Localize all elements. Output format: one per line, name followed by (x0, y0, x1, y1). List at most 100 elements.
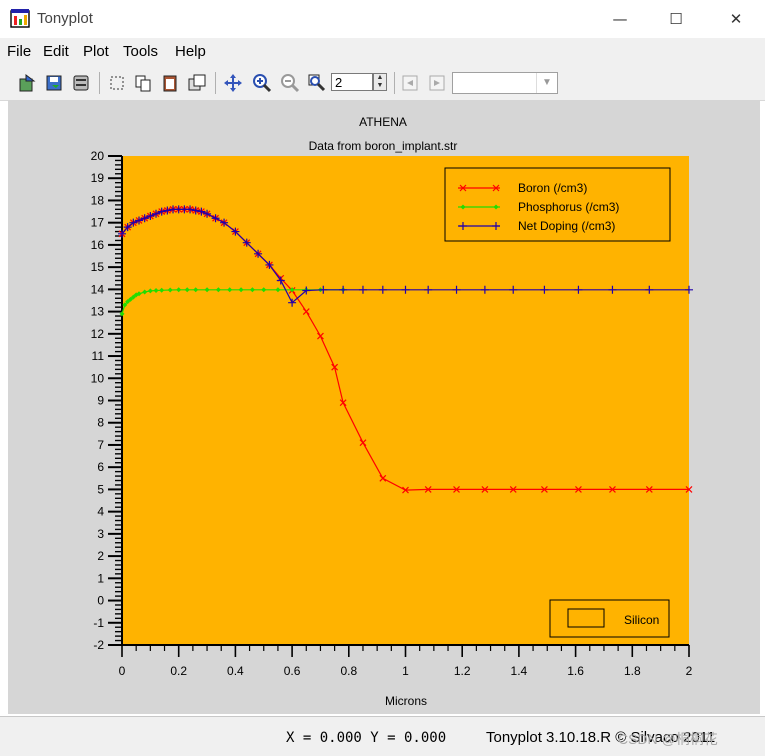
net-doping-point (157, 207, 166, 216)
paste-icon[interactable] (160, 73, 180, 93)
net-doping-point (211, 214, 220, 223)
net-doping-point (685, 285, 693, 294)
net-doping-point (220, 218, 229, 227)
phosphorus-point (153, 287, 159, 293)
toolbar-separator (99, 72, 100, 94)
net-doping-point (452, 285, 461, 294)
phosphorus-point (119, 311, 125, 317)
phosphorus-point (136, 291, 142, 297)
y-tick-label: 2 (97, 549, 104, 563)
boron-point (424, 485, 432, 493)
boron-point (540, 485, 548, 493)
net-doping-point (118, 229, 126, 238)
phosphorus-point (176, 287, 182, 293)
boron-point (685, 485, 693, 493)
phosphorus-point (142, 289, 148, 295)
status-bar: X = 0.000 Y = 0.000 Tonyplot 3.10.18.R ©… (0, 716, 765, 756)
net-doping-point (123, 223, 132, 232)
phosphorus-point (167, 287, 173, 293)
x-tick-label: 1.6 (567, 664, 584, 678)
net-doping-point (203, 209, 212, 218)
y-tick-label: 1 (97, 571, 104, 585)
print-icon[interactable] (71, 73, 91, 93)
net-doping-point (509, 285, 518, 294)
x-tick-label: 1.4 (511, 664, 528, 678)
chevron-down-icon[interactable]: ▼ (536, 73, 557, 93)
zoom-in-icon[interactable] (252, 73, 272, 93)
menu-plot[interactable]: Plot (83, 43, 109, 60)
boron-point (645, 485, 653, 493)
close-button[interactable]: ✕ (729, 10, 743, 28)
legend-marker (459, 222, 467, 230)
select-icon[interactable] (107, 73, 127, 93)
y-tick-label: 17 (91, 216, 105, 230)
zoom-level-input[interactable]: 2 (331, 73, 373, 91)
x-tick-label: 0.2 (170, 664, 187, 678)
minimize-button[interactable]: — (612, 10, 628, 28)
x-tick-label: 0 (119, 664, 126, 678)
boron-point (379, 474, 387, 482)
phosphorus-point (147, 288, 153, 294)
cursor-coordinates: X = 0.000 Y = 0.000 (286, 730, 447, 746)
load-icon[interactable] (17, 73, 37, 93)
region-legend: Silicon (549, 599, 670, 638)
menu-file[interactable]: File (7, 43, 32, 60)
y-tick-label: 9 (97, 394, 104, 408)
x-tick-label: 0.8 (340, 664, 357, 678)
y-tick-label: 6 (97, 460, 104, 474)
net-doping-point (129, 218, 138, 227)
phosphorus-point (275, 287, 281, 293)
x-tick-label: 1.8 (624, 664, 641, 678)
zoom-stepper[interactable]: ▲ ▼ (373, 73, 387, 91)
phosphorus-point (249, 287, 255, 293)
y-tick-label: 20 (91, 149, 105, 163)
phosphorus-point (125, 299, 131, 305)
y-tick-label: 4 (97, 505, 104, 519)
toolbar-separator (394, 72, 395, 94)
legend-marker (460, 204, 466, 210)
pan-icon[interactable] (223, 73, 243, 93)
net-doping-point (186, 205, 195, 214)
boron-point (609, 485, 616, 493)
boron-point (339, 399, 347, 407)
phosphorus-point (130, 294, 136, 300)
phosphorus-point (261, 287, 267, 293)
net-doping-point (146, 212, 155, 221)
maximize-button[interactable]: ☐ (669, 10, 683, 28)
x-axis-label: Microns (385, 694, 427, 708)
zoom-out-icon[interactable] (280, 73, 300, 93)
boron-point (509, 485, 517, 493)
boron-point (481, 485, 489, 493)
net-doping-point (401, 285, 410, 294)
undo-icon[interactable] (400, 73, 420, 93)
menu-edit[interactable]: Edit (43, 43, 69, 60)
boron-point (575, 485, 582, 493)
legend-marker (493, 204, 499, 210)
menu-bar: File Edit Plot Tools Help (0, 38, 765, 66)
net-doping-point (540, 285, 549, 294)
series-layer (118, 205, 693, 494)
net-doping-point (265, 260, 274, 269)
overlay-icon[interactable] (187, 73, 207, 93)
title-bar: Tonyplot — ☐ ✕ (0, 0, 765, 38)
net-doping-point (339, 285, 348, 294)
boron-point (453, 485, 460, 493)
copy-icon[interactable] (133, 73, 153, 93)
net-doping-point (254, 249, 263, 258)
boron-point (302, 308, 310, 316)
plot-select-dropdown[interactable]: ▼ (452, 72, 558, 94)
phosphorus-point (159, 287, 165, 293)
save-icon[interactable] (44, 73, 64, 93)
phosphorus-point (193, 287, 199, 293)
menu-help[interactable]: Help (175, 43, 206, 60)
zoom-box-icon[interactable] (307, 73, 327, 93)
net-doping-series (118, 205, 693, 307)
menu-tools[interactable]: Tools (123, 43, 159, 60)
legend-marker (492, 222, 500, 230)
net-doping-point (574, 285, 583, 294)
net-doping-point (645, 285, 654, 294)
chart[interactable]: ATHENA Data from boron_implant.str -2 -1 0… (8, 100, 760, 714)
y-tick-label: 14 (91, 282, 105, 296)
redo-icon[interactable] (427, 73, 447, 93)
